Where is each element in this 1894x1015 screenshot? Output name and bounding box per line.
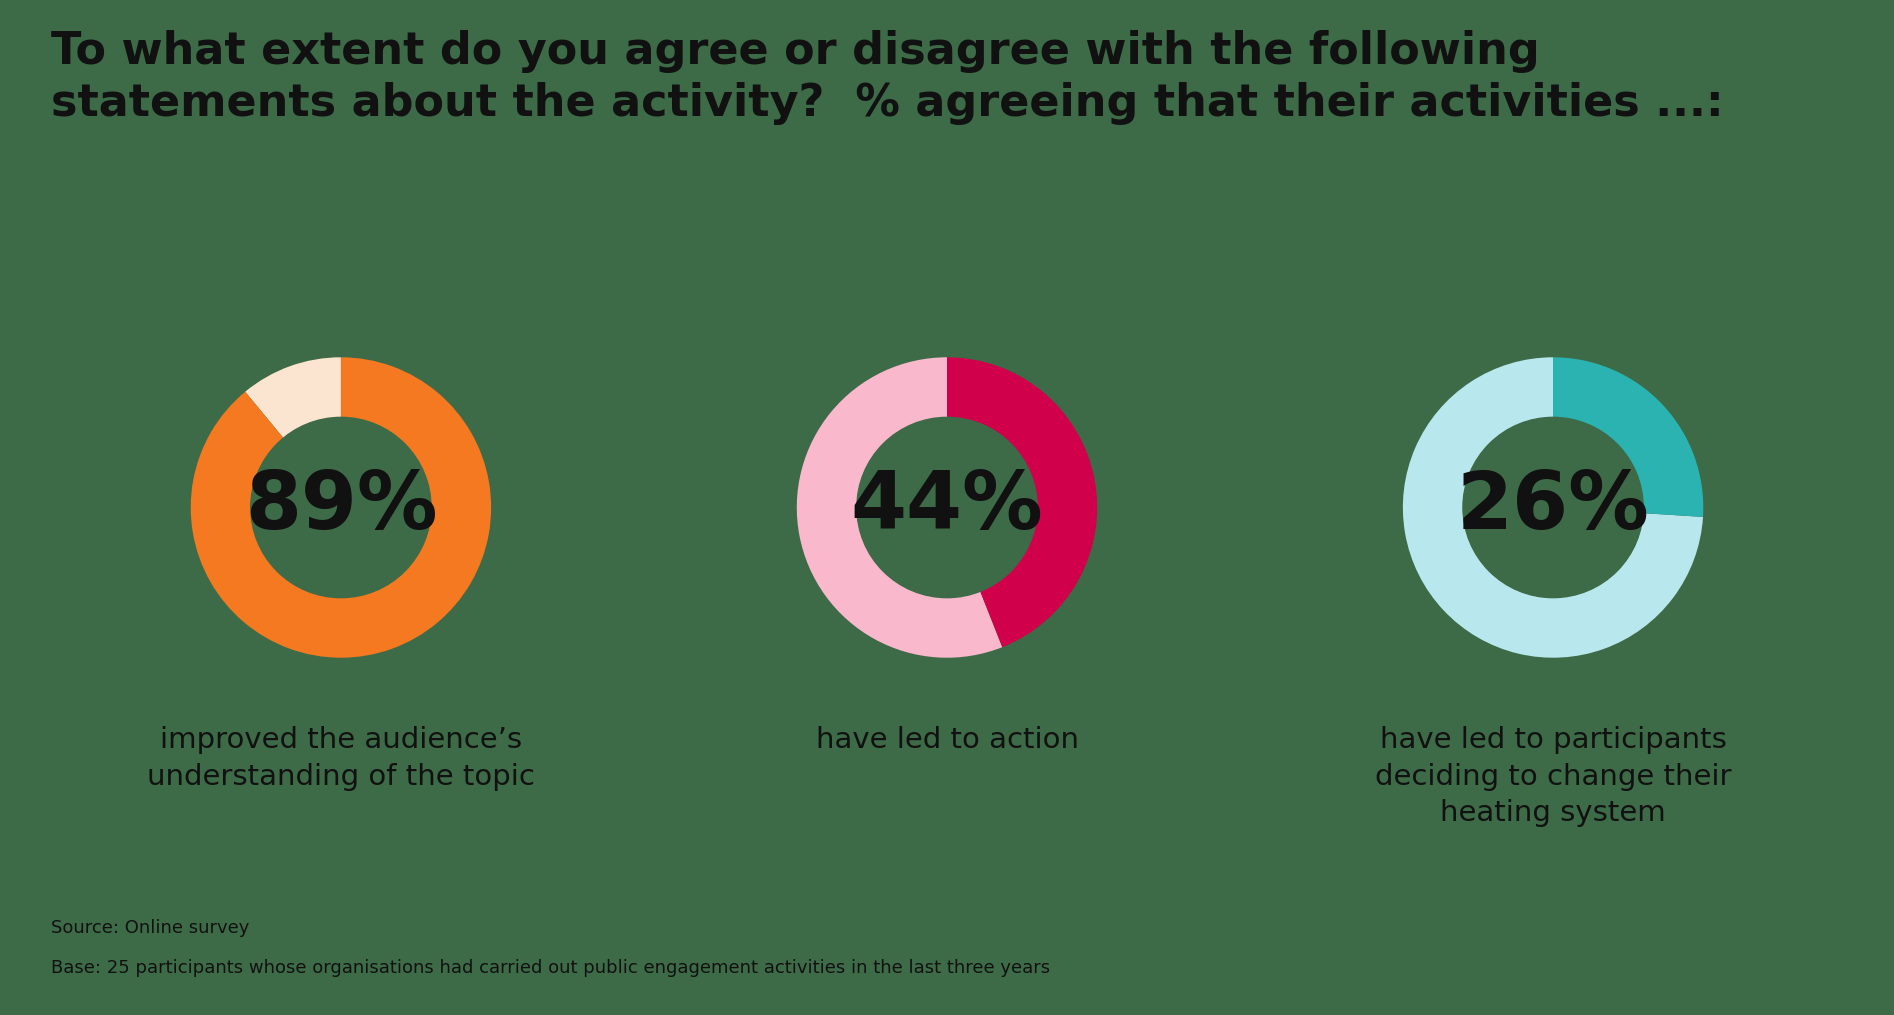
Circle shape bbox=[250, 417, 432, 598]
Wedge shape bbox=[191, 357, 491, 658]
Text: have led to action: have led to action bbox=[816, 726, 1078, 754]
Text: To what extent do you agree or disagree with the following
statements about the : To what extent do you agree or disagree … bbox=[51, 30, 1724, 125]
Text: have led to participants
deciding to change their
heating system: have led to participants deciding to cha… bbox=[1375, 726, 1731, 827]
Text: Source: Online survey: Source: Online survey bbox=[51, 919, 250, 937]
Text: 26%: 26% bbox=[1456, 469, 1650, 546]
Text: 44%: 44% bbox=[850, 469, 1044, 546]
Wedge shape bbox=[947, 357, 1097, 648]
Circle shape bbox=[1462, 417, 1644, 598]
Circle shape bbox=[856, 417, 1038, 598]
Wedge shape bbox=[1553, 357, 1703, 517]
Wedge shape bbox=[797, 357, 1002, 658]
Wedge shape bbox=[244, 357, 341, 438]
Text: improved the audience’s
understanding of the topic: improved the audience’s understanding of… bbox=[148, 726, 534, 791]
Wedge shape bbox=[1403, 357, 1703, 658]
Text: 89%: 89% bbox=[244, 469, 438, 546]
Text: Base: 25 participants whose organisations had carried out public engagement acti: Base: 25 participants whose organisation… bbox=[51, 959, 1051, 977]
